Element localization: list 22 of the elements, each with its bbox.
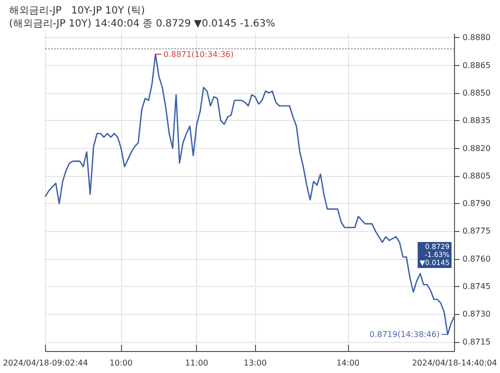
x-tick-label: 2024/04/18-14:40:04 — [412, 358, 498, 368]
y-tick-label: 0.8820 — [462, 144, 491, 153]
annotation: 0.8871(10:34:36) — [163, 50, 234, 59]
y-tick-label: 0.8835 — [462, 116, 491, 126]
x-tick-label: 10:00 — [110, 358, 133, 368]
y-tick-label: 0.8805 — [462, 171, 491, 180]
annotation: 0.8719(14:38:46) — [369, 330, 440, 339]
chart-subtitle: (해외금리-JP 10Y) 14:40:04 종 0.8729 ▼0.0145 -1.63% — [9, 18, 276, 30]
y-tick-label: 0.8715 — [462, 337, 491, 346]
x-tick-label: 11:00 — [185, 358, 208, 368]
x-tick-label: 13:00 — [244, 358, 267, 368]
y-tick-label: 0.8865 — [462, 60, 491, 70]
y-tick-label: 0.8760 — [462, 254, 491, 264]
y-tick-label: 0.8850 — [462, 88, 491, 98]
chart-title: 해외금리-JP 10Y-JP 10Y (틱) — [9, 6, 146, 16]
y-tick-label: 0.8790 — [462, 199, 491, 208]
x-tick-label: 14:00 — [336, 358, 360, 368]
y-tick-label: 0.8775 — [462, 226, 491, 236]
x-tick-label: 2024/04/18-09:02:44 — [2, 358, 88, 368]
y-tick-label: 0.8730 — [462, 310, 491, 319]
y-tick-label: 0.8880 — [462, 33, 491, 42]
y-tick-label: 0.8745 — [462, 282, 491, 291]
